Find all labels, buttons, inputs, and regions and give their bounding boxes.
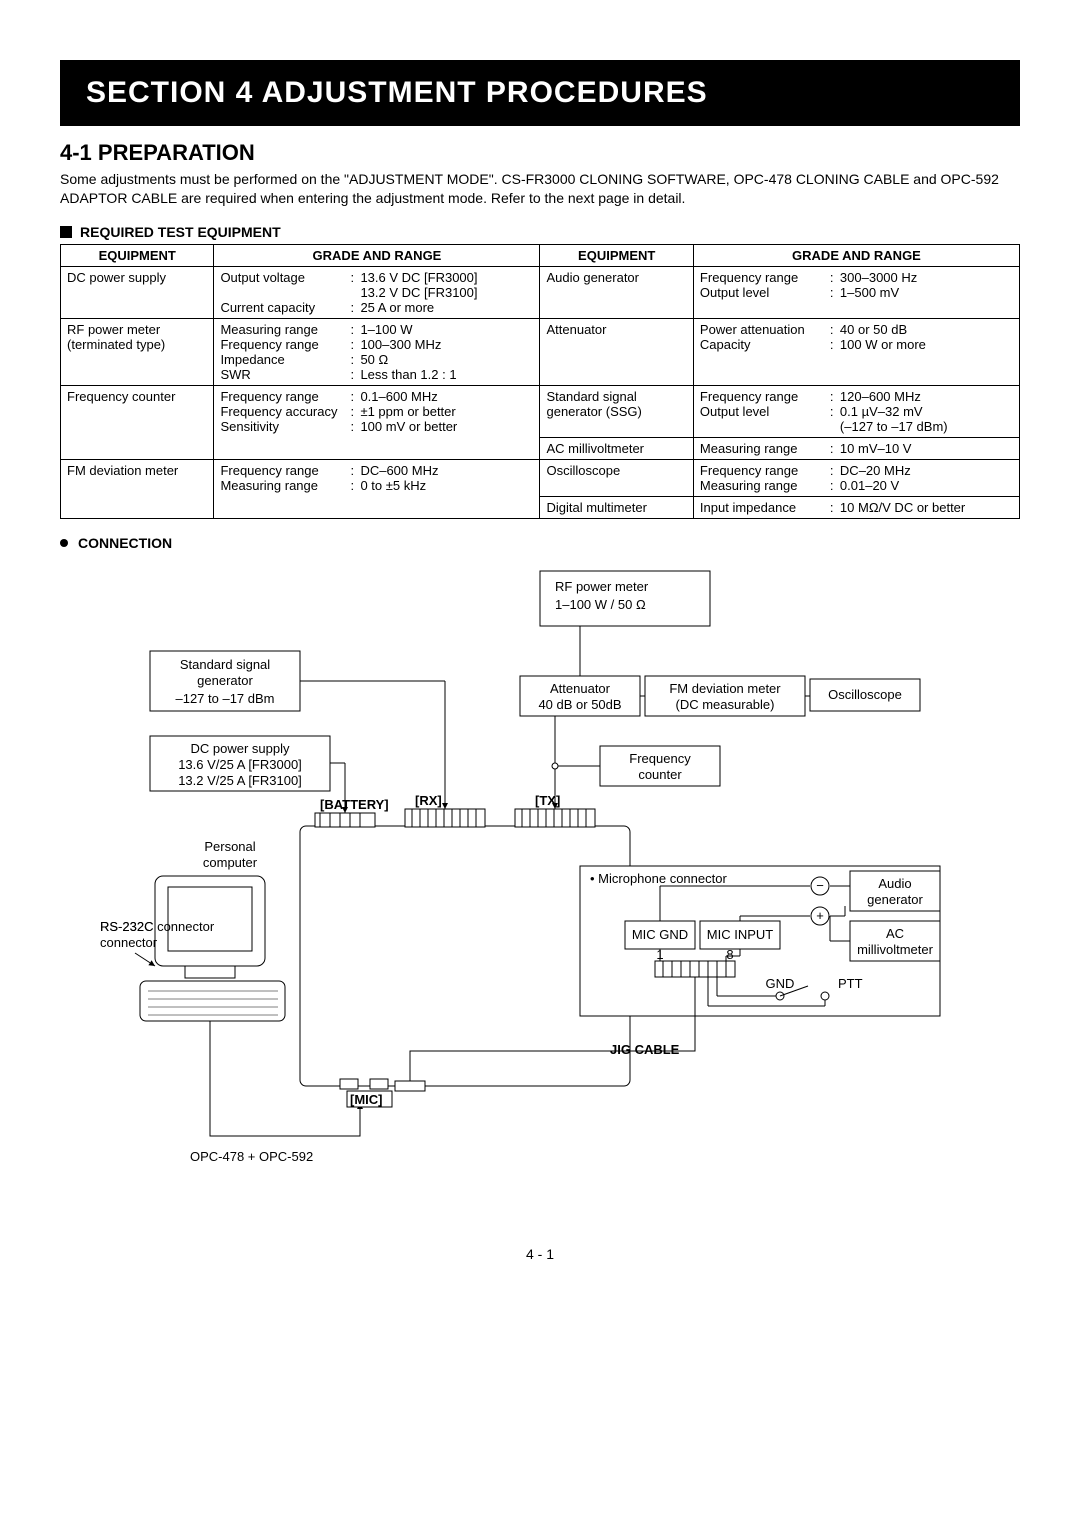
svg-text:Attenuator: Attenuator: [550, 681, 611, 696]
intro-paragraph: Some adjustments must be performed on th…: [60, 170, 1020, 208]
cell-spec: Measuring range:1–100 W Frequency range:…: [214, 318, 540, 385]
svg-text:AC: AC: [886, 926, 904, 941]
page-number: 4 - 1: [60, 1246, 1020, 1262]
svg-text:Standard signal: Standard signal: [180, 657, 270, 672]
svg-text:[RX]: [RX]: [415, 793, 442, 808]
cell-eq: FM deviation meter: [61, 459, 214, 518]
required-equipment-heading: REQUIRED TEST EQUIPMENT: [60, 224, 1020, 240]
cell-spec: Frequency range:120–600 MHz Output level…: [693, 385, 1019, 437]
svg-text:connector: connector: [100, 935, 158, 950]
svg-text:13.6 V/25 A [FR3000]: 13.6 V/25 A [FR3000]: [178, 757, 302, 772]
svg-text:[BATTERY]: [BATTERY]: [320, 797, 389, 812]
svg-text:Oscilloscope: Oscilloscope: [828, 687, 902, 702]
svg-text:generator: generator: [867, 892, 923, 907]
cell-spec: Frequency range:0.1–600 MHz Frequency ac…: [214, 385, 540, 459]
cell-spec: Measuring range:10 mV–10 V: [693, 437, 1019, 459]
svg-text:GND: GND: [766, 976, 795, 991]
cell-spec: Frequency range:300–3000 Hz Output level…: [693, 266, 1019, 318]
square-bullet-icon: [60, 226, 72, 238]
required-equipment-label: REQUIRED TEST EQUIPMENT: [80, 224, 281, 240]
svg-text:FM deviation meter: FM deviation meter: [669, 681, 781, 696]
svg-text:40 dB or 50dB: 40 dB or 50dB: [538, 697, 621, 712]
cell-eq: Attenuator: [540, 318, 693, 385]
equipment-table: EQUIPMENT GRADE AND RANGE EQUIPMENT GRAD…: [60, 244, 1020, 519]
cell-eq: Frequency counter: [61, 385, 214, 459]
cell-eq: RF power meter (terminated type): [61, 318, 214, 385]
svg-text:JIG CABLE: JIG CABLE: [610, 1042, 680, 1057]
svg-text:–127 to –17 dBm: –127 to –17 dBm: [175, 691, 274, 706]
svg-text:1–100 W / 50 Ω: 1–100 W / 50 Ω: [555, 597, 646, 612]
svg-text:[TX]: [TX]: [535, 793, 560, 808]
cell-spec: Frequency range:DC–20 MHz Measuring rang…: [693, 459, 1019, 496]
cell-spec: Input impedance:10 MΩ/V DC or better: [693, 496, 1019, 518]
svg-text:13.2 V/25 A [FR3100]: 13.2 V/25 A [FR3100]: [178, 773, 302, 788]
subsection-title: 4-1 PREPARATION: [60, 140, 1020, 166]
svg-text:[MIC]: [MIC]: [350, 1092, 383, 1107]
cell-eq: Standard signal generator (SSG): [540, 385, 693, 437]
th-grade-l: GRADE AND RANGE: [214, 244, 540, 266]
connection-label: CONNECTION: [78, 535, 172, 551]
svg-text:• Microphone connector: • Microphone connector: [590, 871, 727, 886]
cell-eq: Oscilloscope: [540, 459, 693, 496]
connection-heading: CONNECTION: [60, 535, 1020, 551]
svg-text:8: 8: [726, 947, 733, 962]
svg-text:generator: generator: [197, 673, 253, 688]
dot-bullet-icon: [60, 539, 68, 547]
th-equipment-r: EQUIPMENT: [540, 244, 693, 266]
svg-text:MIC GND: MIC GND: [632, 927, 688, 942]
svg-text:millivoltmeter: millivoltmeter: [857, 942, 934, 957]
cell-spec: Output voltage:13.6 V DC [FR3000] 13.2 V…: [214, 266, 540, 318]
svg-text:MIC INPUT: MIC INPUT: [707, 927, 774, 942]
svg-text:OPC-478 + OPC-592: OPC-478 + OPC-592: [190, 1149, 313, 1164]
cell-spec: Power attenuation:40 or 50 dB Capacity:1…: [693, 318, 1019, 385]
svg-text:DC power supply: DC power supply: [191, 741, 290, 756]
svg-text:computer: computer: [203, 855, 258, 870]
svg-text:PTT: PTT: [838, 976, 863, 991]
svg-text:+: +: [816, 908, 824, 923]
cell-eq: Audio generator: [540, 266, 693, 318]
svg-text:counter: counter: [638, 767, 682, 782]
svg-text:−: −: [816, 878, 824, 893]
svg-text:Audio: Audio: [878, 876, 911, 891]
svg-text:(DC measurable): (DC measurable): [676, 697, 775, 712]
svg-text:Frequency: Frequency: [629, 751, 691, 766]
th-equipment-l: EQUIPMENT: [61, 244, 214, 266]
svg-text:RF power meter: RF power meter: [555, 579, 649, 594]
cell-eq: Digital multimeter: [540, 496, 693, 518]
cell-spec: Frequency range:DC–600 MHz Measuring ran…: [214, 459, 540, 518]
svg-text:RS-232C: RS-232C: [100, 919, 153, 934]
cell-eq: AC millivoltmeter: [540, 437, 693, 459]
section-banner: SECTION 4 ADJUSTMENT PROCEDURES: [60, 60, 1020, 126]
connection-diagram: RF power meter 1–100 W / 50 Ω Standard s…: [60, 561, 1020, 1206]
th-grade-r: GRADE AND RANGE: [693, 244, 1019, 266]
svg-text:Personal: Personal: [204, 839, 255, 854]
cell-eq: DC power supply: [61, 266, 214, 318]
